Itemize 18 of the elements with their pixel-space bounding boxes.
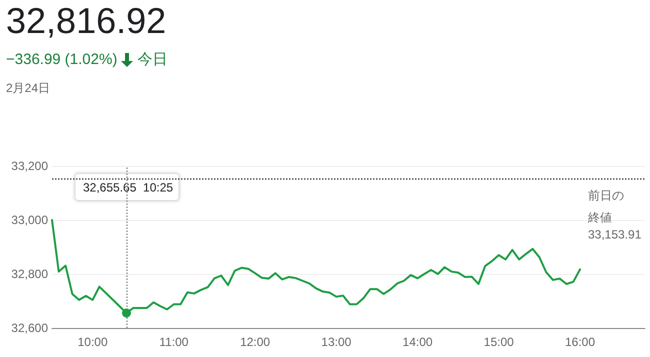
x-tick-label: 13:00 xyxy=(321,335,352,349)
chart-title: 32,816.92 xyxy=(6,0,166,42)
y-tick-label: 32,600 xyxy=(11,321,48,335)
x-tick-label: 12:00 xyxy=(240,335,270,349)
chart-subtitle: −336.99 (1.02%) xyxy=(6,51,118,68)
ref-line-label: 前日の終値 xyxy=(587,188,624,224)
annotation: 32,655.65 10:25 xyxy=(82,180,174,194)
y-tick-label: 33,200 xyxy=(11,159,48,173)
y-tick-label: 33,000 xyxy=(11,213,48,227)
x-tick-label: 16:00 xyxy=(565,335,596,349)
text: 2月24日 xyxy=(6,80,50,97)
text: 今日 xyxy=(137,50,168,69)
x-tick-label: 11:00 xyxy=(159,335,189,349)
x-tick-label: 15:00 xyxy=(484,335,514,349)
y-tick-label: 32,800 xyxy=(11,267,48,281)
x-tick-label: 14:00 xyxy=(402,335,433,349)
annotation: 33,153.91 xyxy=(588,227,642,242)
x-tick-label: 10:00 xyxy=(78,335,108,349)
